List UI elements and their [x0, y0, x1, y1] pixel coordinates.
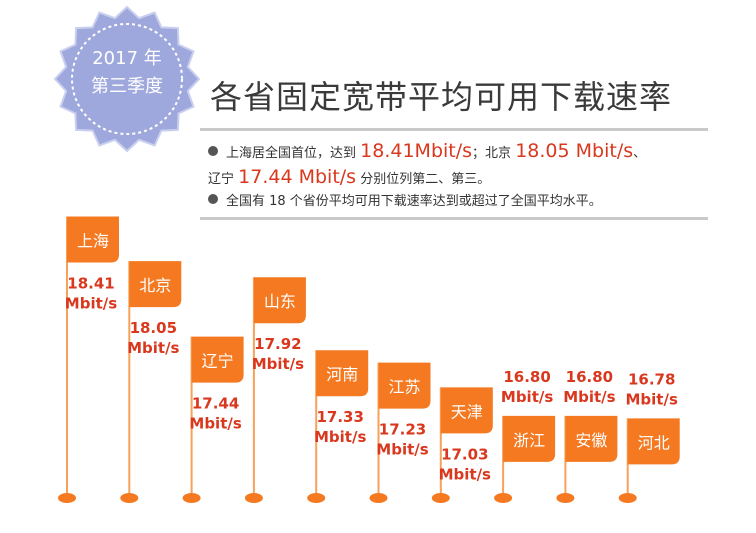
- value-label: 17.23: [379, 421, 426, 439]
- flag-bar: [627, 418, 680, 465]
- unit-label: Mbit/s: [314, 428, 366, 446]
- page-title: 各省固定宽带平均可用下载速率: [210, 78, 673, 116]
- province-label: 江苏: [388, 378, 420, 397]
- value-label: 16.78: [628, 370, 675, 388]
- unit-label: Mbit/s: [376, 441, 428, 459]
- unit-label: Mbit/s: [189, 415, 241, 433]
- province-label: 河北: [638, 433, 670, 452]
- unit-label: Mbit/s: [626, 390, 678, 408]
- badge-year: 2017 年: [92, 48, 162, 69]
- pole-base: [244, 493, 263, 503]
- bottom-divider: [200, 217, 708, 220]
- flag-bar: [191, 336, 244, 383]
- badge-quarter: 第三季度: [91, 76, 163, 97]
- season-badge: [53, 5, 201, 153]
- value-label: 16.80: [566, 368, 613, 386]
- pole-base: [431, 493, 450, 503]
- province-label: 上海: [77, 232, 109, 251]
- pole-base: [369, 493, 388, 503]
- note-text: 分别位列第二、第三。: [360, 172, 491, 187]
- province-label: 北京: [139, 276, 171, 295]
- value-label: 17.44: [192, 395, 239, 413]
- pole-base: [182, 493, 201, 503]
- province-label: 河南: [326, 365, 358, 384]
- unit-label: Mbit/s: [65, 295, 117, 313]
- value-label: 17.03: [441, 445, 488, 463]
- flag-bar: [565, 415, 618, 462]
- flag-bar: [67, 216, 119, 263]
- unit-label: Mbit/s: [252, 355, 304, 373]
- flag-bar: [253, 277, 306, 324]
- pole-base: [120, 493, 139, 503]
- province-label: 安徽: [575, 431, 607, 450]
- note-highlight: 17.44 Mbit/s: [238, 166, 357, 188]
- province-label: 山东: [264, 292, 296, 311]
- note-text: 、: [633, 146, 647, 161]
- value-label: 16.80: [503, 368, 550, 386]
- pole-base: [307, 493, 326, 503]
- note-line-1: 上海居全国首位，达到 18.41Mbit/s；北京 18.05 Mbit/s、: [208, 140, 646, 162]
- value-label: 17.92: [254, 335, 301, 353]
- unit-label: Mbit/s: [127, 339, 179, 357]
- top-divider: [200, 128, 708, 131]
- pole-base: [494, 493, 513, 503]
- flag-bar: [378, 362, 431, 409]
- province-label: 浙江: [513, 431, 545, 450]
- value-label: 18.41: [67, 275, 114, 293]
- note-text: 全国有 18 个省份平均可用下载速率达到或超过了全国平均水平。: [226, 194, 602, 209]
- unit-label: Mbit/s: [501, 388, 553, 406]
- flag-bar: [316, 350, 369, 397]
- unit-label: Mbit/s: [439, 465, 491, 483]
- bullet-icon: [208, 194, 218, 204]
- value-label: 18.05: [130, 319, 177, 337]
- flag-bar: [503, 415, 556, 462]
- province-label: 天津: [451, 402, 483, 421]
- flag-bar: [440, 387, 493, 434]
- pole-base: [58, 493, 76, 503]
- value-label: 17.33: [316, 408, 363, 426]
- pole-base: [556, 493, 575, 503]
- note-highlight: 18.41Mbit/s: [360, 140, 473, 162]
- province-label: 辽宁: [202, 352, 234, 371]
- note-highlight: 18.05 Mbit/s: [515, 140, 634, 162]
- bullet-icon: [208, 146, 218, 156]
- pole-base: [618, 493, 637, 503]
- note-text: 辽宁: [208, 172, 235, 187]
- flag-bar: [129, 261, 182, 308]
- unit-label: Mbit/s: [563, 388, 615, 406]
- note-text: 上海居全国首位，达到: [226, 146, 357, 161]
- note-line-3: 全国有 18 个省份平均可用下载速率达到或超过了全国平均水平。: [208, 190, 602, 209]
- note-text: ；北京: [472, 146, 512, 161]
- note-line-2: 辽宁 17.44 Mbit/s 分别位列第二、第三。: [208, 166, 490, 188]
